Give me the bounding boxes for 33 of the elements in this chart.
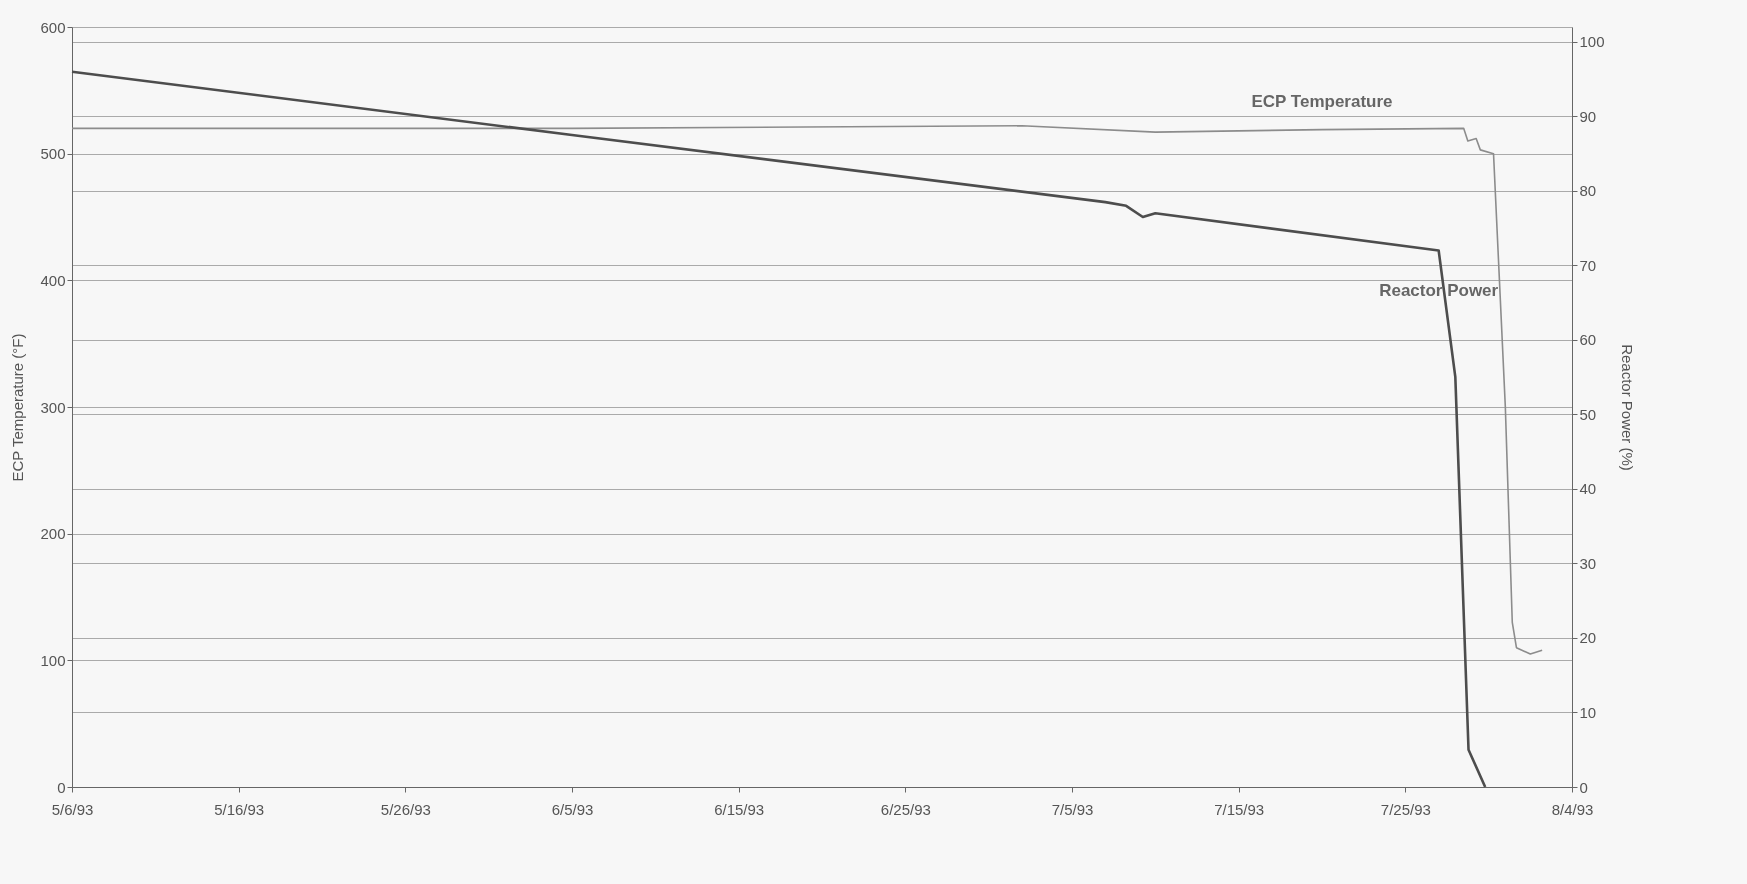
x-tick-label: 5/26/93 (380, 800, 431, 818)
y2-tick-label: 100 (1579, 33, 1605, 51)
y2-tick-label: 50 (1579, 405, 1597, 423)
x-tick-label: 7/15/93 (1214, 800, 1265, 818)
y-tick-label: 400 (40, 271, 66, 289)
y2-tick-label: 40 (1579, 480, 1597, 498)
y-tick-label: 500 (40, 145, 66, 163)
x-tick-label: 7/25/93 (1380, 800, 1431, 818)
x-tick-label: 5/6/93 (51, 800, 94, 818)
x-tick-label: 6/25/93 (880, 800, 931, 818)
x-tick-label: 8/4/93 (1551, 800, 1594, 818)
y2-axis-title: Reactor Power (%) (1618, 344, 1636, 471)
x-tick-label: 6/5/93 (551, 800, 594, 818)
series-label: ECP Temperature (1251, 91, 1393, 111)
y-tick-label: 600 (40, 18, 66, 36)
y-axis-title: ECP Temperature (°F) (9, 333, 27, 482)
y-tick-label: 0 (57, 778, 66, 796)
series-label: Reactor Power (1379, 280, 1499, 300)
x-tick-label: 7/5/93 (1051, 800, 1094, 818)
y2-tick-label: 0 (1579, 778, 1588, 796)
x-tick-label: 5/16/93 (214, 800, 265, 818)
y2-tick-label: 90 (1579, 107, 1597, 125)
y2-tick-label: 60 (1579, 331, 1597, 349)
y-tick-label: 200 (40, 525, 66, 543)
y2-tick-label: 30 (1579, 554, 1597, 572)
y2-tick-label: 80 (1579, 182, 1597, 200)
line-series (71, 125, 1543, 655)
y2-tick-label: 20 (1579, 629, 1597, 647)
y-tick-label: 300 (40, 398, 66, 416)
y2-tick-label: 10 (1579, 703, 1597, 721)
x-tick-label: 6/15/93 (714, 800, 765, 818)
y2-tick-label: 70 (1579, 256, 1597, 274)
y-tick-label: 100 (40, 651, 66, 669)
